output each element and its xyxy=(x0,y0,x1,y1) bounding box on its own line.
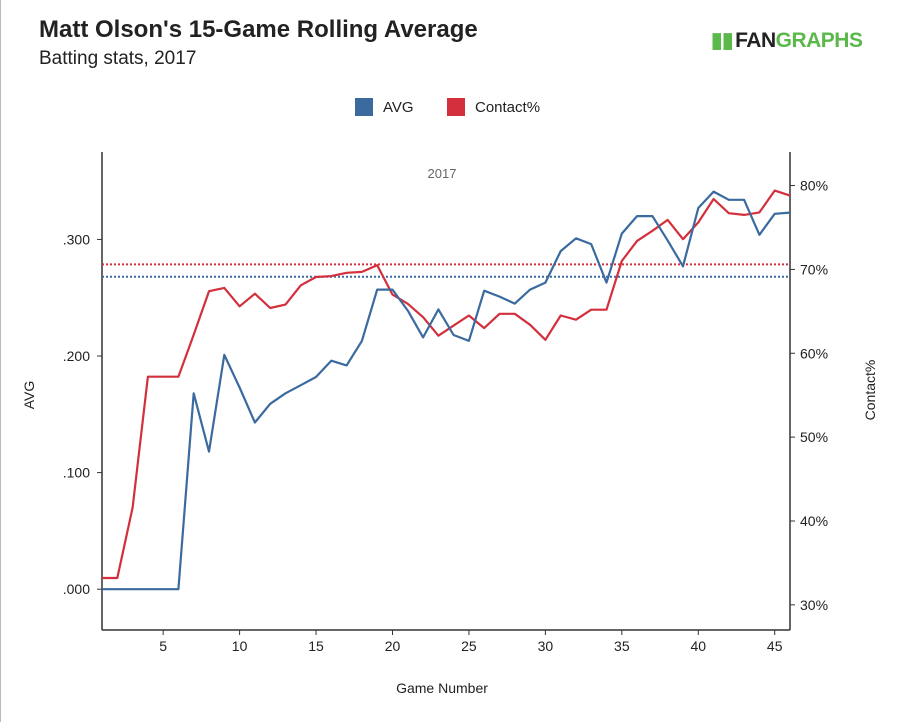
left-tick-label: .200 xyxy=(63,348,90,364)
chart-subtitle: Batting stats, 2017 xyxy=(39,48,197,69)
x-tick-label: 20 xyxy=(385,638,401,654)
x-tick-label: 40 xyxy=(690,638,706,654)
x-tick-label: 35 xyxy=(614,638,630,654)
x-tick-label: 30 xyxy=(538,638,554,654)
legend-swatch-contact xyxy=(447,98,465,116)
left-tick-label: .000 xyxy=(63,581,90,597)
right-tick-label: 70% xyxy=(800,261,828,277)
x-tick-label: 15 xyxy=(308,638,324,654)
right-tick-label: 40% xyxy=(800,513,828,529)
x-tick-label: 45 xyxy=(767,638,783,654)
x-tick-label: 25 xyxy=(461,638,477,654)
right-tick-label: 50% xyxy=(800,429,828,445)
legend-item-avg[interactable]: AVG xyxy=(355,98,414,116)
chart-title: Matt Olson's 15-Game Rolling Average xyxy=(39,16,478,43)
x-tick-label: 10 xyxy=(232,638,248,654)
x-axis-label: Game Number xyxy=(396,680,488,696)
right-tick-label: 60% xyxy=(800,345,828,361)
left-tick-label: .300 xyxy=(63,231,90,247)
x-tick-label: 5 xyxy=(159,638,167,654)
batter-icon: ▮▮ xyxy=(711,29,734,52)
year-annotation: 2017 xyxy=(428,166,457,181)
series-line-contact xyxy=(102,189,791,580)
right-tick-label: 30% xyxy=(800,597,828,613)
legend-swatch-avg xyxy=(355,98,373,116)
left-tick-label: .100 xyxy=(63,465,90,481)
legend-item-contact[interactable]: Contact% xyxy=(447,98,540,116)
fangraphs-logo: ▮▮FANGRAPHS xyxy=(711,29,863,52)
right-tick-label: 80% xyxy=(800,178,828,194)
series-line-avg xyxy=(102,190,791,591)
right-axis-label: Contact% xyxy=(862,360,878,421)
left-axis-label: AVG xyxy=(21,381,37,410)
